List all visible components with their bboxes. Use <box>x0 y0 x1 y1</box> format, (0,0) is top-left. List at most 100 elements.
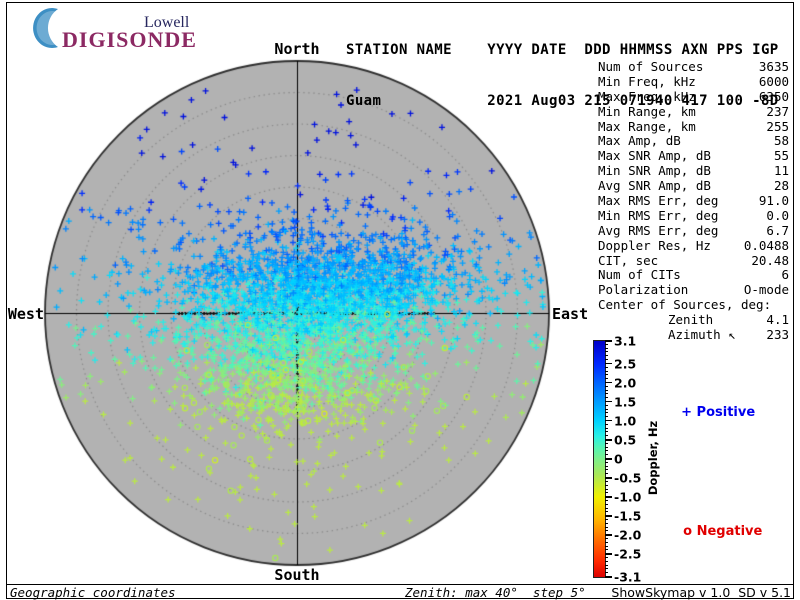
colorbar-minor-tick <box>605 343 608 345</box>
colorbar-minor-tick <box>605 412 608 414</box>
stat-label: Polarization <box>598 282 689 298</box>
stat-row: Num of CITs 6 <box>598 268 789 283</box>
colorbar-minor-tick <box>605 541 608 543</box>
colorbar-minor-tick <box>605 385 608 387</box>
stat-value: 6 <box>781 267 789 283</box>
colorbar-tick-label: 2.5 <box>614 356 637 372</box>
colorbar-minor-tick <box>605 359 608 360</box>
stat-row: Num of Sources 3635 <box>598 59 789 75</box>
stat-value: 58 <box>773 133 789 149</box>
stat-label: Max Freq, kHz <box>598 88 696 104</box>
stat-value: 55 <box>773 148 789 164</box>
colorbar-minor-tick <box>605 557 608 558</box>
colorbar-minor-tick <box>605 347 608 349</box>
colorbar-major-tick <box>605 576 612 578</box>
colorbar-major-tick <box>605 362 612 365</box>
colorbar-minor-tick <box>605 461 608 463</box>
stat-row: Min Range, km 237 <box>598 104 789 120</box>
colorbar-minor-tick <box>605 545 608 547</box>
stat-label: Max RMS Err, deg <box>598 193 719 209</box>
stat-label: Max Amp, dB <box>598 133 681 149</box>
colorbar-tick-label: 0.5 <box>614 432 637 448</box>
statistics-panel: Num of Sources 3635 Min Freq, kHz 6000 Max F… <box>598 59 789 343</box>
colorbar-minor-tick <box>605 572 608 574</box>
colorbar-minor-tick <box>605 404 608 406</box>
colorbar-minor-tick <box>605 492 608 494</box>
colorbar-minor-tick <box>605 427 608 429</box>
colorbar-major-tick <box>605 496 612 498</box>
stat-row: Max Freq, kHz 6350 <box>598 88 789 105</box>
colorbar-major-tick <box>605 439 612 441</box>
colorbar-minor-tick <box>605 522 608 524</box>
colorbar-minor-tick <box>605 423 608 425</box>
legend-positive: + Positive <box>663 390 755 435</box>
colorbar-minor-tick <box>605 484 608 486</box>
stat-label: Max SNR Amp, dB <box>598 148 711 164</box>
colorbar-minor-tick <box>605 370 608 372</box>
stat-row: Min SNR Amp, dB 11 <box>598 163 789 179</box>
colorbar-major-tick <box>605 400 612 403</box>
colorbar-tick-label: -1.0 <box>614 489 642 505</box>
plus-marker-glyph: + <box>681 405 693 420</box>
stat-value: 20.48 <box>751 252 789 268</box>
stat-label: Center of Sources, deg: <box>598 297 772 313</box>
stat-row: Polarization O-mode <box>598 282 789 298</box>
colorbar-tick-label: -3.1 <box>614 569 642 585</box>
colorbar-tick-label: -0.5 <box>614 470 642 486</box>
colorbar-minor-tick <box>605 393 608 395</box>
colorbar-minor-tick <box>605 408 608 410</box>
circle-marker-glyph: o <box>683 524 693 539</box>
stat-row: Min RMS Err, deg 0.0 <box>598 208 789 224</box>
colorbar-tick-label: 2.0 <box>614 375 637 391</box>
colorbar-minor-tick <box>605 568 608 570</box>
stat-row: Max Amp, dB 58 <box>598 134 789 149</box>
compass-label-west: West <box>7 305 44 323</box>
stat-label: CIT, sec <box>598 252 659 268</box>
colorbar-minor-tick <box>605 446 608 448</box>
colorbar-minor-tick <box>605 416 608 418</box>
colorbar-minor-tick <box>605 499 608 501</box>
doppler-colorbar: 3.1 2.5 2.0 1.5 1.0 0.5 0 -0.5 -1.0 -1.5 -2.0 -2.5 -… <box>593 334 793 585</box>
colorbar-minor-tick <box>605 469 608 471</box>
colorbar-minor-tick <box>605 473 608 475</box>
legend-negative: o Negative <box>665 509 762 554</box>
colorbar-minor-tick <box>605 454 608 456</box>
colorbar-minor-tick <box>605 378 608 380</box>
compass-label-south: South <box>274 566 320 584</box>
footer-coordinates-note: Geographic coordinates <box>10 585 176 600</box>
stat-label: Doppler Res, Hz <box>598 237 711 253</box>
colorbar-major-tick <box>605 553 612 555</box>
stat-row: Doppler Res, Hz 0.0488 <box>598 237 789 254</box>
stat-label: Max Range, km <box>598 118 696 134</box>
colorbar-axis-title: Doppler, Hz <box>646 420 660 496</box>
colorbar-minor-tick <box>605 503 608 505</box>
colorbar-minor-tick <box>605 351 608 353</box>
colorbar-major-tick <box>605 477 612 479</box>
stat-value: 233 <box>766 327 789 343</box>
colorbar-minor-tick <box>605 355 608 357</box>
stat-label: Min SNR Amp, dB <box>598 163 711 179</box>
colorbar-minor-tick <box>605 560 608 562</box>
colorbar-minor-tick <box>605 397 608 399</box>
colorbar-minor-tick <box>605 450 608 452</box>
stat-label: Avg SNR Amp, dB <box>598 178 711 194</box>
colorbar-minor-tick <box>605 480 608 482</box>
legend-positive-label: Positive <box>696 405 756 420</box>
station-header: STATION NAME YYYY DATE DDD HHMMSS AXN PP… <box>346 8 779 144</box>
stat-value: 91.0 <box>758 193 789 209</box>
colorbar-minor-tick <box>605 507 608 509</box>
stat-row: Min Freq, kHz 6000 <box>598 74 789 90</box>
stat-row: Max Range, km 255 <box>598 118 789 135</box>
stat-value: 0.0488 <box>743 237 789 253</box>
stat-value: 3635 <box>758 59 789 74</box>
colorbar-minor-tick <box>605 549 608 551</box>
stat-value: 255 <box>766 118 789 134</box>
colorbar-minor-tick <box>605 389 608 391</box>
colorbar-minor-tick <box>605 442 608 444</box>
colorbar-tick-label: 3.1 <box>614 333 637 349</box>
stat-row: CIT, sec 20.48 <box>598 252 789 269</box>
logo-digisonde-text: DIGISONDE <box>62 27 197 52</box>
colorbar-minor-tick <box>605 431 608 433</box>
stat-value: 6350 <box>758 88 789 104</box>
